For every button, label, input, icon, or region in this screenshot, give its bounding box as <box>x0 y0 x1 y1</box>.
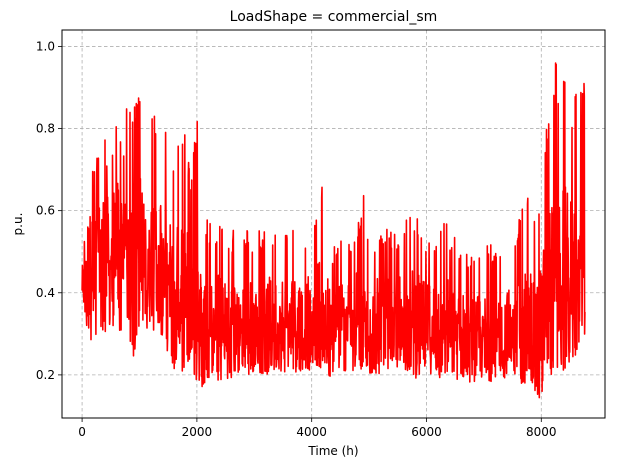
x-tick-label: 8000 <box>526 425 557 439</box>
x-tick-label: 0 <box>78 425 86 439</box>
chart-title: LoadShape = commercial_sm <box>230 9 438 25</box>
plot-area <box>81 62 586 399</box>
y-tick-label: 0.6 <box>36 204 55 218</box>
x-axis-label: Time (h) <box>307 444 358 458</box>
x-axis: 0 2000 4000 6000 8000 <box>78 418 557 439</box>
x-tick-label: 2000 <box>182 425 213 439</box>
x-tick-label: 4000 <box>296 425 327 439</box>
series-line <box>81 62 586 399</box>
y-tick-label: 0.2 <box>36 368 55 382</box>
y-axis: 0.2 0.4 0.6 0.8 1.0 <box>36 39 62 382</box>
y-tick-label: 0.4 <box>36 286 55 300</box>
y-tick-label: 1.0 <box>36 39 55 53</box>
plot-frame <box>61 29 606 419</box>
y-axis-label: p.u. <box>11 213 25 236</box>
y-tick-label: 0.8 <box>36 122 55 136</box>
x-tick-label: 6000 <box>411 425 442 439</box>
